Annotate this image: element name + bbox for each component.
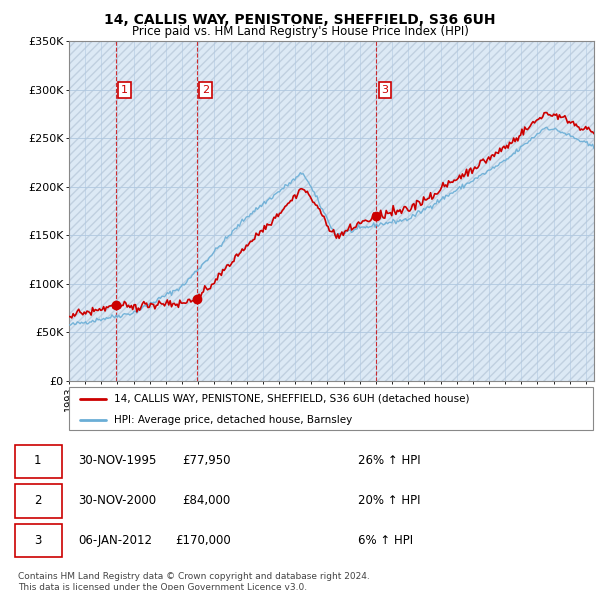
FancyBboxPatch shape — [15, 524, 62, 558]
Text: £170,000: £170,000 — [175, 533, 231, 547]
Text: £84,000: £84,000 — [182, 494, 231, 507]
Text: 14, CALLIS WAY, PENISTONE, SHEFFIELD, S36 6UH: 14, CALLIS WAY, PENISTONE, SHEFFIELD, S3… — [104, 13, 496, 27]
FancyBboxPatch shape — [15, 484, 62, 517]
Text: Contains HM Land Registry data © Crown copyright and database right 2024.
This d: Contains HM Land Registry data © Crown c… — [18, 572, 370, 590]
Text: 1: 1 — [34, 454, 41, 467]
Text: 2: 2 — [202, 85, 209, 95]
Text: 3: 3 — [382, 85, 388, 95]
Text: 3: 3 — [34, 533, 41, 547]
FancyBboxPatch shape — [69, 387, 593, 430]
Text: 1: 1 — [121, 85, 128, 95]
Text: 26% ↑ HPI: 26% ↑ HPI — [358, 454, 420, 467]
Text: 30-NOV-1995: 30-NOV-1995 — [78, 454, 157, 467]
Text: Price paid vs. HM Land Registry's House Price Index (HPI): Price paid vs. HM Land Registry's House … — [131, 25, 469, 38]
Text: 30-NOV-2000: 30-NOV-2000 — [78, 494, 157, 507]
Text: £77,950: £77,950 — [182, 454, 231, 467]
Text: 14, CALLIS WAY, PENISTONE, SHEFFIELD, S36 6UH (detached house): 14, CALLIS WAY, PENISTONE, SHEFFIELD, S3… — [113, 394, 469, 404]
Text: HPI: Average price, detached house, Barnsley: HPI: Average price, detached house, Barn… — [113, 415, 352, 425]
Text: 6% ↑ HPI: 6% ↑ HPI — [358, 533, 413, 547]
Text: 20% ↑ HPI: 20% ↑ HPI — [358, 494, 420, 507]
FancyBboxPatch shape — [15, 445, 62, 478]
Text: 2: 2 — [34, 494, 41, 507]
Text: 06-JAN-2012: 06-JAN-2012 — [78, 533, 152, 547]
